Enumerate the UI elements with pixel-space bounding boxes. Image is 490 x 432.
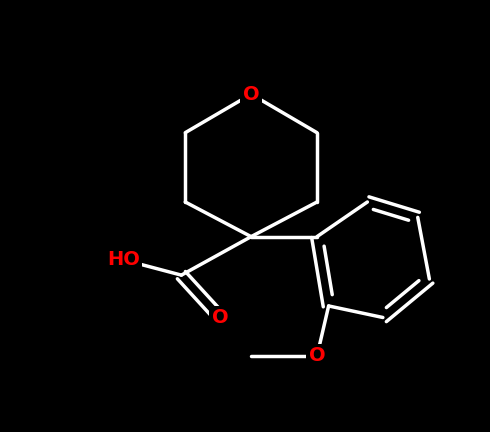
Text: O: O [212,308,228,327]
Text: O: O [243,85,259,104]
Text: HO: HO [107,250,140,269]
Text: O: O [309,346,325,365]
